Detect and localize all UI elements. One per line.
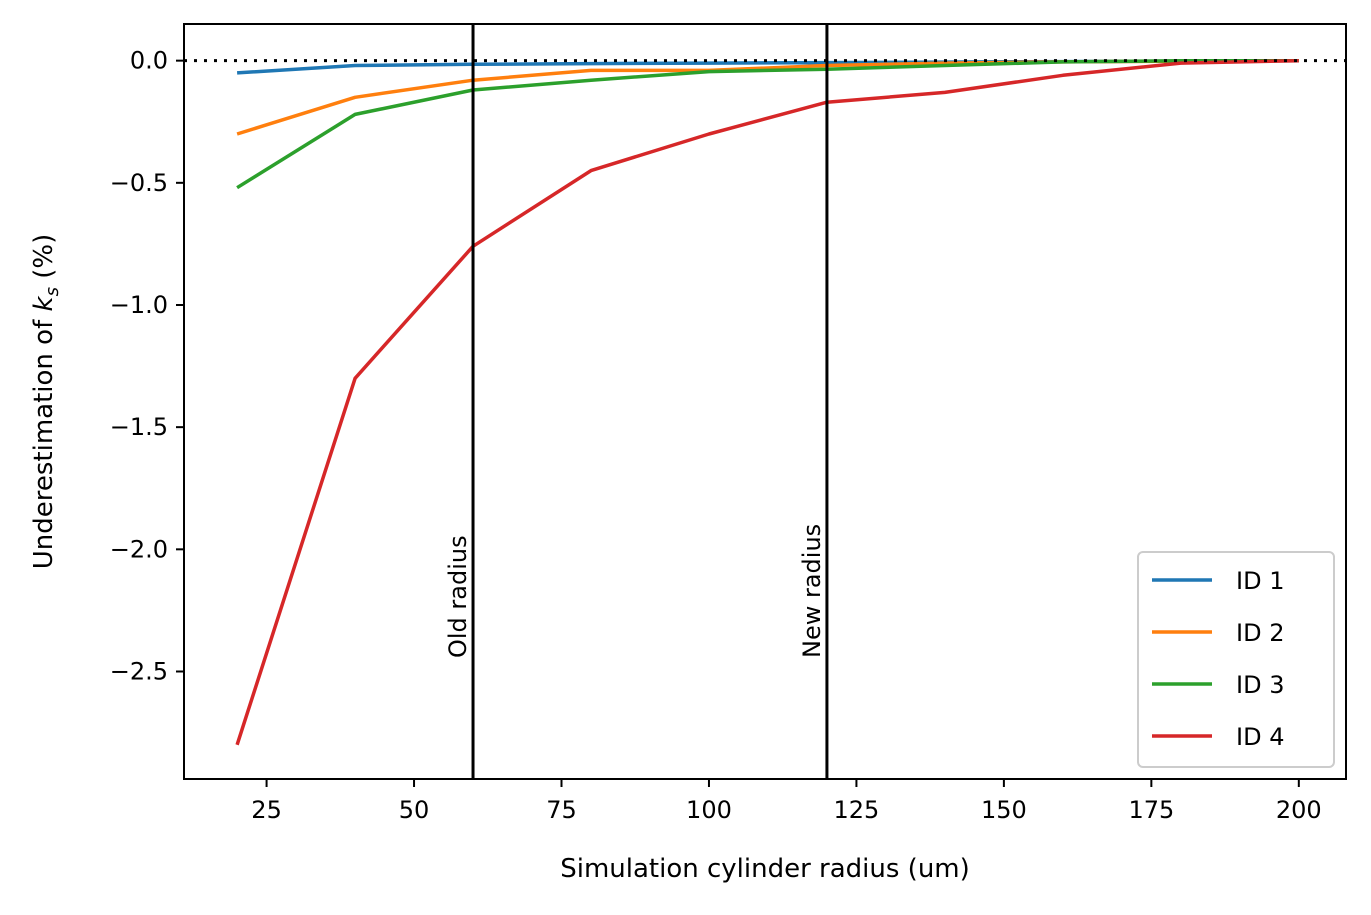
x-tick-label: 175 [1128, 796, 1174, 824]
x-tick-label: 200 [1276, 796, 1322, 824]
y-axis: 0.0 −0.5 −1.0 −1.5 −2.0 −2.5 [110, 47, 184, 685]
x-tick-label: 75 [546, 796, 577, 824]
y-tick-label: −1.5 [110, 413, 168, 441]
x-tick-label: 150 [981, 796, 1027, 824]
legend: ID 1 ID 2 ID 3 ID 4 [1137, 551, 1335, 768]
y-axis-title-symbol: k [29, 295, 59, 311]
legend-label-1: ID 1 [1236, 567, 1284, 595]
legend-box [1137, 551, 1335, 768]
marker-label-1: Old radius [444, 535, 472, 658]
x-tick-label: 25 [251, 796, 282, 824]
legend-label-4: ID 4 [1236, 723, 1284, 751]
y-tick-label: −2.0 [110, 535, 168, 563]
y-axis-title: Underestimation of ks (%) [29, 234, 63, 569]
y-axis-title-suffix: (%) [29, 234, 59, 287]
y-tick-label: 0.0 [130, 47, 168, 75]
x-tick-label: 50 [399, 796, 430, 824]
y-tick-label: −1.0 [110, 291, 168, 319]
plot-frame [183, 23, 1347, 780]
y-axis-title-prefix: Underestimation of [29, 311, 59, 569]
series-line-3 [236, 58, 1299, 190]
y-axis-title-subscript: s [42, 287, 63, 296]
marker-label-2: New radius [798, 524, 826, 658]
x-tick-label: 125 [834, 796, 880, 824]
x-tick-label: 100 [686, 796, 732, 824]
x-axis: 25 50 75 100 125 150 175 200 [251, 779, 1322, 824]
y-tick-label: −2.5 [110, 657, 168, 685]
reference-layer: Old radius New radius [184, 24, 1346, 779]
series-line-4 [235, 58, 1299, 746]
x-axis-title: Simulation cylinder radius (um) [560, 854, 970, 884]
legend-label-3: ID 3 [1236, 671, 1284, 699]
y-tick-label: −0.5 [110, 169, 168, 197]
series-layer [235, 58, 1299, 746]
legend-label-2: ID 2 [1236, 619, 1284, 647]
